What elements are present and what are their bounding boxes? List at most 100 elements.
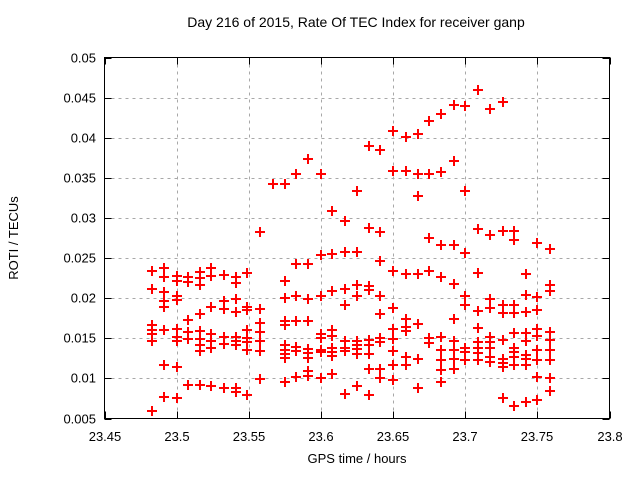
x-tick-label: 23.8 xyxy=(597,429,622,444)
data-point-marker xyxy=(545,244,555,254)
plot-border xyxy=(104,57,610,419)
y-tick-label: 0.03 xyxy=(71,211,96,226)
data-point-marker xyxy=(498,335,508,345)
data-point-marker xyxy=(436,345,446,355)
data-point-marker xyxy=(340,346,350,356)
data-point-marker xyxy=(340,216,350,226)
data-point-marker xyxy=(231,340,241,350)
data-point-marker xyxy=(280,353,290,363)
data-point-marker xyxy=(485,104,495,114)
data-point-marker xyxy=(316,250,326,260)
data-point-marker xyxy=(352,280,362,290)
data-point-marker xyxy=(509,401,519,411)
x-tick-label: 23.75 xyxy=(521,429,554,444)
data-point-marker xyxy=(521,307,531,317)
data-point-marker xyxy=(206,302,216,312)
data-point-marker xyxy=(498,393,508,403)
y-tick-label: 0.01 xyxy=(71,371,96,386)
data-point-marker xyxy=(485,357,495,367)
data-point-marker xyxy=(195,346,205,356)
y-tick-label: 0.045 xyxy=(63,91,96,106)
data-point-marker xyxy=(485,343,495,353)
data-point-marker xyxy=(291,169,301,179)
data-point-marker xyxy=(255,304,265,314)
data-point-marker xyxy=(291,316,301,326)
data-point-marker xyxy=(206,381,216,391)
data-point-marker xyxy=(375,291,385,301)
data-point-marker xyxy=(159,272,169,282)
data-point-marker xyxy=(206,271,216,281)
data-point-marker xyxy=(532,345,542,355)
data-point-marker xyxy=(485,303,495,313)
data-point-marker xyxy=(147,284,157,294)
data-point-marker xyxy=(147,266,157,276)
data-point-marker xyxy=(291,291,301,301)
data-point-marker xyxy=(413,169,423,179)
data-point-marker xyxy=(532,355,542,365)
data-point-marker xyxy=(195,309,205,319)
data-point-marker xyxy=(521,397,531,407)
data-point-marker xyxy=(375,309,385,319)
data-point-marker xyxy=(316,373,326,383)
y-tick-label: 0.05 xyxy=(71,51,96,66)
data-point-marker xyxy=(255,374,265,384)
data-point-marker xyxy=(172,295,182,305)
data-point-marker xyxy=(183,380,193,390)
data-point-marker xyxy=(545,386,555,396)
data-point-marker xyxy=(172,362,182,372)
data-point-marker xyxy=(388,375,398,385)
y-axis-title: ROTI / TECUs xyxy=(6,196,21,280)
data-point-marker xyxy=(303,259,313,269)
data-point-marker xyxy=(545,355,555,365)
axis-ticks xyxy=(104,57,611,420)
data-point-marker xyxy=(424,233,434,243)
data-point-marker xyxy=(460,186,470,196)
data-point-marker xyxy=(388,126,398,136)
x-tick-labels: 23.45 23.5 23.55 23.6 23.65 23.7 23.75 23.8 xyxy=(89,429,623,444)
data-point-marker xyxy=(473,268,483,278)
data-point-marker xyxy=(219,304,229,314)
data-point-marker xyxy=(401,269,411,279)
data-point-marker xyxy=(303,294,313,304)
data-point-marker xyxy=(509,235,519,245)
data-point-marker xyxy=(268,179,278,189)
data-point-marker xyxy=(352,247,362,257)
x-tick-label: 23.45 xyxy=(89,429,122,444)
x-tick-label: 23.5 xyxy=(164,429,189,444)
data-point-marker xyxy=(413,383,423,393)
data-point-marker xyxy=(327,331,337,341)
data-point-marker xyxy=(340,284,350,294)
data-point-marker xyxy=(485,230,495,240)
data-point-marker xyxy=(388,334,398,344)
y-tick-labels: 0.005 0.01 0.015 0.02 0.025 0.03 0.035 0.04 0.04… xyxy=(63,51,96,427)
data-point-marker xyxy=(460,291,470,301)
data-point-marker xyxy=(545,345,555,355)
data-point-marker xyxy=(521,336,531,346)
data-point-marker xyxy=(231,278,241,288)
data-point-marker xyxy=(183,277,193,287)
data-point-marker xyxy=(413,191,423,201)
data-point-marker xyxy=(545,335,555,345)
data-point-marker xyxy=(485,294,495,304)
data-point-marker xyxy=(436,377,446,387)
data-point-marker xyxy=(375,337,385,347)
data-point-marker xyxy=(316,291,326,301)
data-point-marker xyxy=(424,338,434,348)
data-point-marker xyxy=(159,263,169,273)
data-point-marker xyxy=(219,270,229,280)
data-point-marker xyxy=(388,346,398,356)
data-point-marker xyxy=(449,364,459,374)
data-point-marker xyxy=(291,259,301,269)
data-point-marker xyxy=(449,314,459,324)
data-point-marker xyxy=(183,315,193,325)
data-point-marker xyxy=(545,286,555,296)
data-point-marker xyxy=(509,308,519,318)
data-point-marker xyxy=(449,354,459,364)
data-point-marker xyxy=(364,390,374,400)
data-point-marker xyxy=(280,320,290,330)
data-point-marker xyxy=(159,392,169,402)
data-point-marker xyxy=(316,333,326,343)
data-point-marker xyxy=(413,354,423,364)
data-point-marker xyxy=(436,109,446,119)
data-point-marker xyxy=(303,154,313,164)
